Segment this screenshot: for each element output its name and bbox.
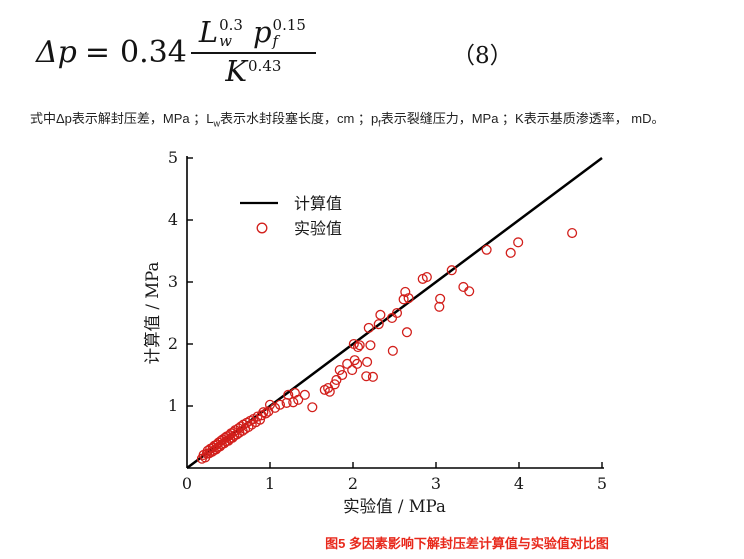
x-axis-title: 实验值 / MPa bbox=[343, 497, 446, 516]
variable-definitions: 式中Δp表示解封压差，MPa ；Lw表示水封段塞长度，cm ；pf表示裂缝压力，… bbox=[30, 111, 665, 129]
scatter-point bbox=[421, 271, 432, 283]
scatter-point bbox=[464, 286, 475, 297]
scatter-point bbox=[435, 293, 446, 304]
scatter-point bbox=[367, 371, 378, 382]
fraction-numerator: L 0.3 w p 0.15 f bbox=[190, 17, 316, 55]
scatter-point bbox=[505, 247, 516, 258]
scatter-point bbox=[307, 402, 318, 413]
scatter-point bbox=[401, 327, 413, 338]
y-tick-label: 5 bbox=[168, 148, 178, 167]
y-tick-label: 3 bbox=[168, 272, 178, 291]
legend-label-experimental: 实验值 bbox=[294, 219, 342, 238]
legend-circle-sample bbox=[256, 222, 268, 234]
y-tick-label: 1 bbox=[168, 396, 178, 415]
scatter-point bbox=[352, 358, 363, 369]
scatter-point bbox=[243, 422, 254, 433]
equals-sign: = bbox=[84, 34, 111, 70]
equation-number: （8） bbox=[452, 43, 513, 69]
scatter-point bbox=[352, 342, 364, 353]
fraction-denominator: K 0.43 bbox=[225, 54, 282, 89]
legend-label-calculated: 计算值 bbox=[294, 194, 342, 213]
scatter-point bbox=[288, 397, 299, 408]
scatter-point bbox=[274, 399, 286, 410]
scatter-point bbox=[361, 371, 372, 382]
scatter-point bbox=[334, 364, 345, 376]
scatter-point bbox=[403, 293, 414, 304]
scatter-point bbox=[331, 374, 342, 386]
x-tick-label: 1 bbox=[265, 474, 275, 493]
scatter-point bbox=[481, 244, 492, 255]
scatter-point bbox=[354, 340, 365, 351]
figure-caption: 图5 多因素影响下解封压差计算值与实验值对比图 bbox=[325, 536, 609, 551]
scatter-point bbox=[258, 407, 269, 418]
scatter-point bbox=[373, 319, 384, 330]
scatter-point bbox=[400, 286, 411, 297]
scatter-point bbox=[264, 399, 276, 410]
scatter-point bbox=[375, 309, 386, 320]
scatter-point bbox=[283, 389, 294, 400]
scatter-point bbox=[434, 301, 445, 312]
scatter-point bbox=[324, 386, 335, 397]
x-tick-label: 4 bbox=[514, 474, 524, 493]
scatter-point bbox=[299, 389, 310, 400]
scatter-point bbox=[337, 369, 348, 381]
equation-8: Δp = 0.34 L 0.3 w p 0.15 f K 0.43 bbox=[36, 6, 316, 98]
scatter-point bbox=[293, 394, 304, 405]
scatter-point bbox=[513, 237, 524, 248]
x-tick-label: 3 bbox=[431, 474, 441, 493]
y-tick-label: 2 bbox=[168, 334, 178, 353]
scatter-point bbox=[362, 356, 373, 368]
x-tick-label: 2 bbox=[348, 474, 358, 493]
scatter-point bbox=[398, 294, 409, 305]
figure-5-chart-area: 0 1 2 3 4 5 1 2 3 4 5 实验值 / MPa 计算值 / MPa 计算值实验值 bbox=[0, 145, 744, 530]
scatter-point bbox=[391, 307, 403, 319]
fraction: L 0.3 w p 0.15 f K 0.43 bbox=[190, 17, 316, 89]
scatter-point bbox=[365, 340, 376, 351]
scatter-point bbox=[458, 281, 469, 293]
scatter-point bbox=[567, 227, 578, 239]
scatter-point bbox=[347, 364, 358, 376]
scatter-point bbox=[269, 402, 281, 413]
coefficient: 0.34 bbox=[120, 34, 187, 70]
calculated-identity-line bbox=[186, 156, 603, 470]
x-tick-label: 0 bbox=[182, 474, 192, 493]
y-axis-title: 计算值 / MPa bbox=[143, 262, 162, 365]
scatter-point bbox=[446, 265, 457, 276]
scatter-point bbox=[387, 345, 398, 356]
equation-lhs: Δp bbox=[36, 34, 77, 70]
y-tick-label: 4 bbox=[168, 210, 178, 229]
x-tick-label: 5 bbox=[597, 474, 607, 493]
scatter-point bbox=[329, 379, 340, 390]
scatter-point bbox=[363, 322, 374, 333]
